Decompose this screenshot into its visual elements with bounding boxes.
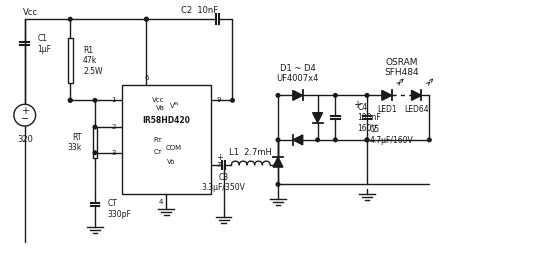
Text: CT
330pF: CT 330pF <box>108 199 132 219</box>
Text: Vo: Vo <box>167 159 176 165</box>
Circle shape <box>69 98 72 102</box>
Text: 7: 7 <box>217 162 221 168</box>
Circle shape <box>276 93 280 97</box>
Circle shape <box>145 17 148 21</box>
Polygon shape <box>273 157 283 167</box>
Text: Rᴛ: Rᴛ <box>154 137 163 143</box>
Text: −: − <box>20 114 29 124</box>
Text: IR58HD420: IR58HD420 <box>142 116 190 125</box>
Text: Vᴵᴺ: Vᴵᴺ <box>170 103 179 109</box>
Text: 4: 4 <box>159 199 163 205</box>
Text: Vʙ: Vʙ <box>156 105 165 111</box>
Circle shape <box>428 138 431 142</box>
Text: 3: 3 <box>111 150 116 156</box>
Text: +: + <box>20 106 29 116</box>
Circle shape <box>365 93 369 97</box>
Text: Vcc: Vcc <box>152 97 165 103</box>
Bar <box>122 85 211 194</box>
Text: LED1: LED1 <box>377 105 397 114</box>
Circle shape <box>69 98 72 102</box>
Text: R1
47k
2.5W: R1 47k 2.5W <box>83 46 102 76</box>
Circle shape <box>334 138 337 142</box>
Polygon shape <box>382 90 392 100</box>
Text: OSRAM
SFH484: OSRAM SFH484 <box>384 58 419 77</box>
Text: 9: 9 <box>217 97 221 103</box>
Text: C1
1μF: C1 1μF <box>38 34 52 54</box>
Text: C5
4.7μF/160V: C5 4.7μF/160V <box>370 125 414 145</box>
Circle shape <box>93 98 97 102</box>
Circle shape <box>365 138 369 142</box>
Polygon shape <box>293 90 302 100</box>
Polygon shape <box>293 135 302 145</box>
Text: +: + <box>216 153 223 162</box>
Text: +: + <box>353 100 361 110</box>
Circle shape <box>316 138 319 142</box>
Text: RT
33k: RT 33k <box>68 133 82 152</box>
Text: 320: 320 <box>17 135 33 144</box>
Circle shape <box>365 138 369 142</box>
Circle shape <box>230 98 234 102</box>
Circle shape <box>93 151 97 155</box>
Circle shape <box>276 138 280 142</box>
Circle shape <box>145 17 148 21</box>
Circle shape <box>69 17 72 21</box>
Text: C4
100nF
160V: C4 100nF 160V <box>357 103 381 133</box>
Text: 2: 2 <box>111 124 116 130</box>
Circle shape <box>334 93 337 97</box>
Text: C3
3.3μF/350V: C3 3.3μF/350V <box>202 173 245 192</box>
Text: LED64: LED64 <box>404 105 429 114</box>
Text: C2  10nF: C2 10nF <box>181 6 218 15</box>
Text: 6: 6 <box>144 75 148 81</box>
Polygon shape <box>412 90 422 100</box>
Text: Vcc: Vcc <box>23 8 38 17</box>
Text: 1: 1 <box>111 97 116 103</box>
Bar <box>68 38 73 83</box>
Circle shape <box>276 183 280 186</box>
Polygon shape <box>312 113 322 123</box>
Text: COM: COM <box>166 145 182 151</box>
Circle shape <box>93 125 97 129</box>
Text: Cᴛ: Cᴛ <box>154 149 163 155</box>
Bar <box>93 127 98 158</box>
Text: L1  2.7mH: L1 2.7mH <box>229 148 272 157</box>
Text: D1 ~ D4
UF4007x4: D1 ~ D4 UF4007x4 <box>276 64 319 83</box>
